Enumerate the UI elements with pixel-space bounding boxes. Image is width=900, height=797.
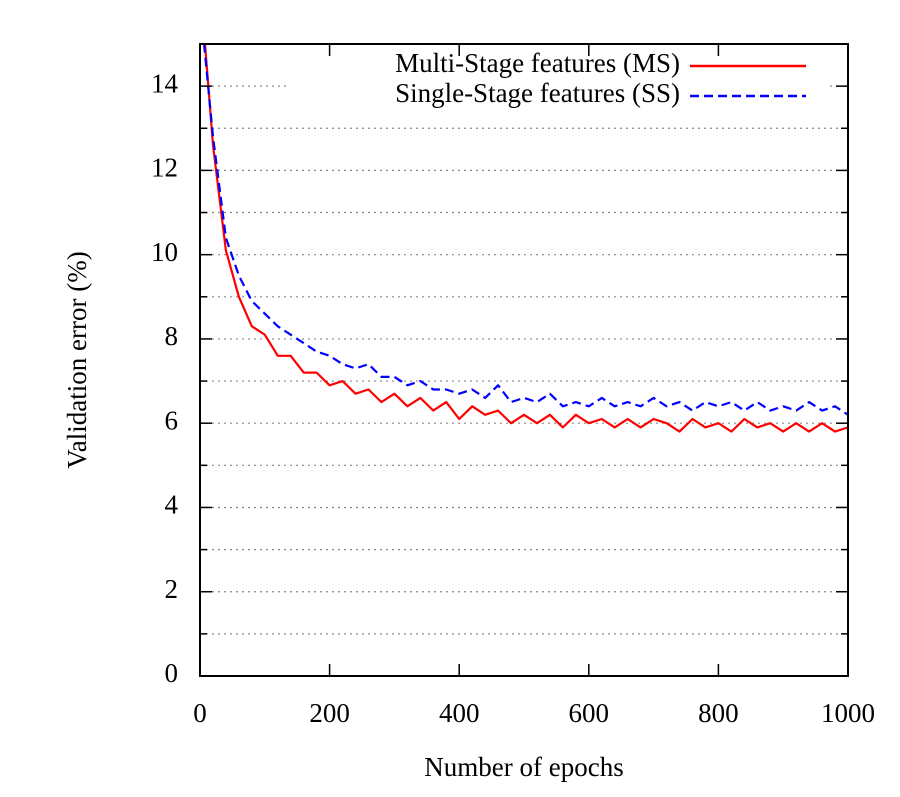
y-tick-label: 0: [165, 658, 179, 688]
y-tick-label: 12: [151, 153, 178, 183]
legend-label: Single-Stage features (SS): [395, 78, 680, 108]
x-tick-label: 0: [193, 698, 207, 728]
y-tick-label: 10: [151, 237, 178, 267]
legend-box: [290, 50, 828, 118]
x-tick-label: 200: [309, 698, 350, 728]
x-tick-label: 1000: [821, 698, 875, 728]
series-line: [202, 44, 848, 416]
y-tick-label: 4: [165, 490, 179, 520]
x-tick-label: 800: [698, 698, 739, 728]
legend-label: Multi-Stage features (MS): [395, 48, 680, 78]
y-axis-label: Validation error (%): [62, 251, 92, 468]
y-tick-label: 2: [165, 574, 179, 604]
x-tick-label: 600: [569, 698, 610, 728]
x-axis-label: Number of epochs: [424, 752, 623, 782]
y-tick-label: 6: [165, 405, 179, 435]
plot-frame: [199, 43, 849, 677]
plot-lines: [202, 44, 848, 433]
y-tick-label: 14: [151, 68, 179, 98]
series-line: [203, 44, 848, 433]
legend: Multi-Stage features (MS)Single-Stage fe…: [290, 48, 828, 118]
grid: [200, 85, 848, 635]
axes: 0 2 4 6 8 10 12 14 0 200 400 600 800 1000: [151, 44, 875, 728]
y-tick-label: 8: [165, 321, 179, 351]
x-tick-label: 400: [439, 698, 480, 728]
